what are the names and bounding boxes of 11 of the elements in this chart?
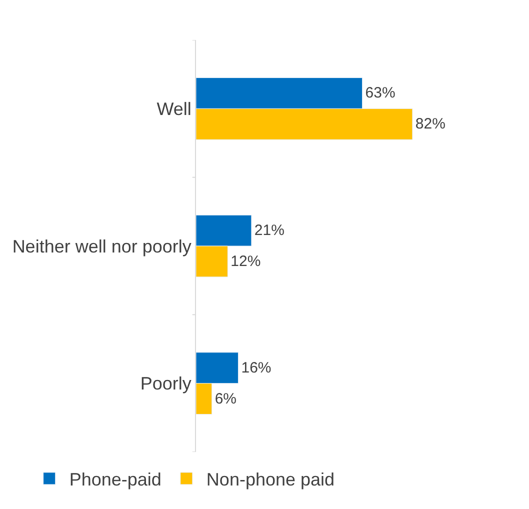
data-label: 6% <box>214 390 237 408</box>
y-tick-label: Neither well nor poorly <box>12 236 192 256</box>
data-label: 12% <box>230 252 261 270</box>
data-label: 21% <box>254 222 284 240</box>
legend-label: Phone-paid <box>69 469 162 490</box>
y-tick-label: Well <box>156 98 192 119</box>
data-label: 63% <box>365 84 396 102</box>
data-label: 82% <box>415 116 446 133</box>
data-label: 16% <box>241 359 272 376</box>
y-tick-label: Poorly <box>140 374 192 394</box>
legend-label: Non-phone paid <box>206 469 335 490</box>
